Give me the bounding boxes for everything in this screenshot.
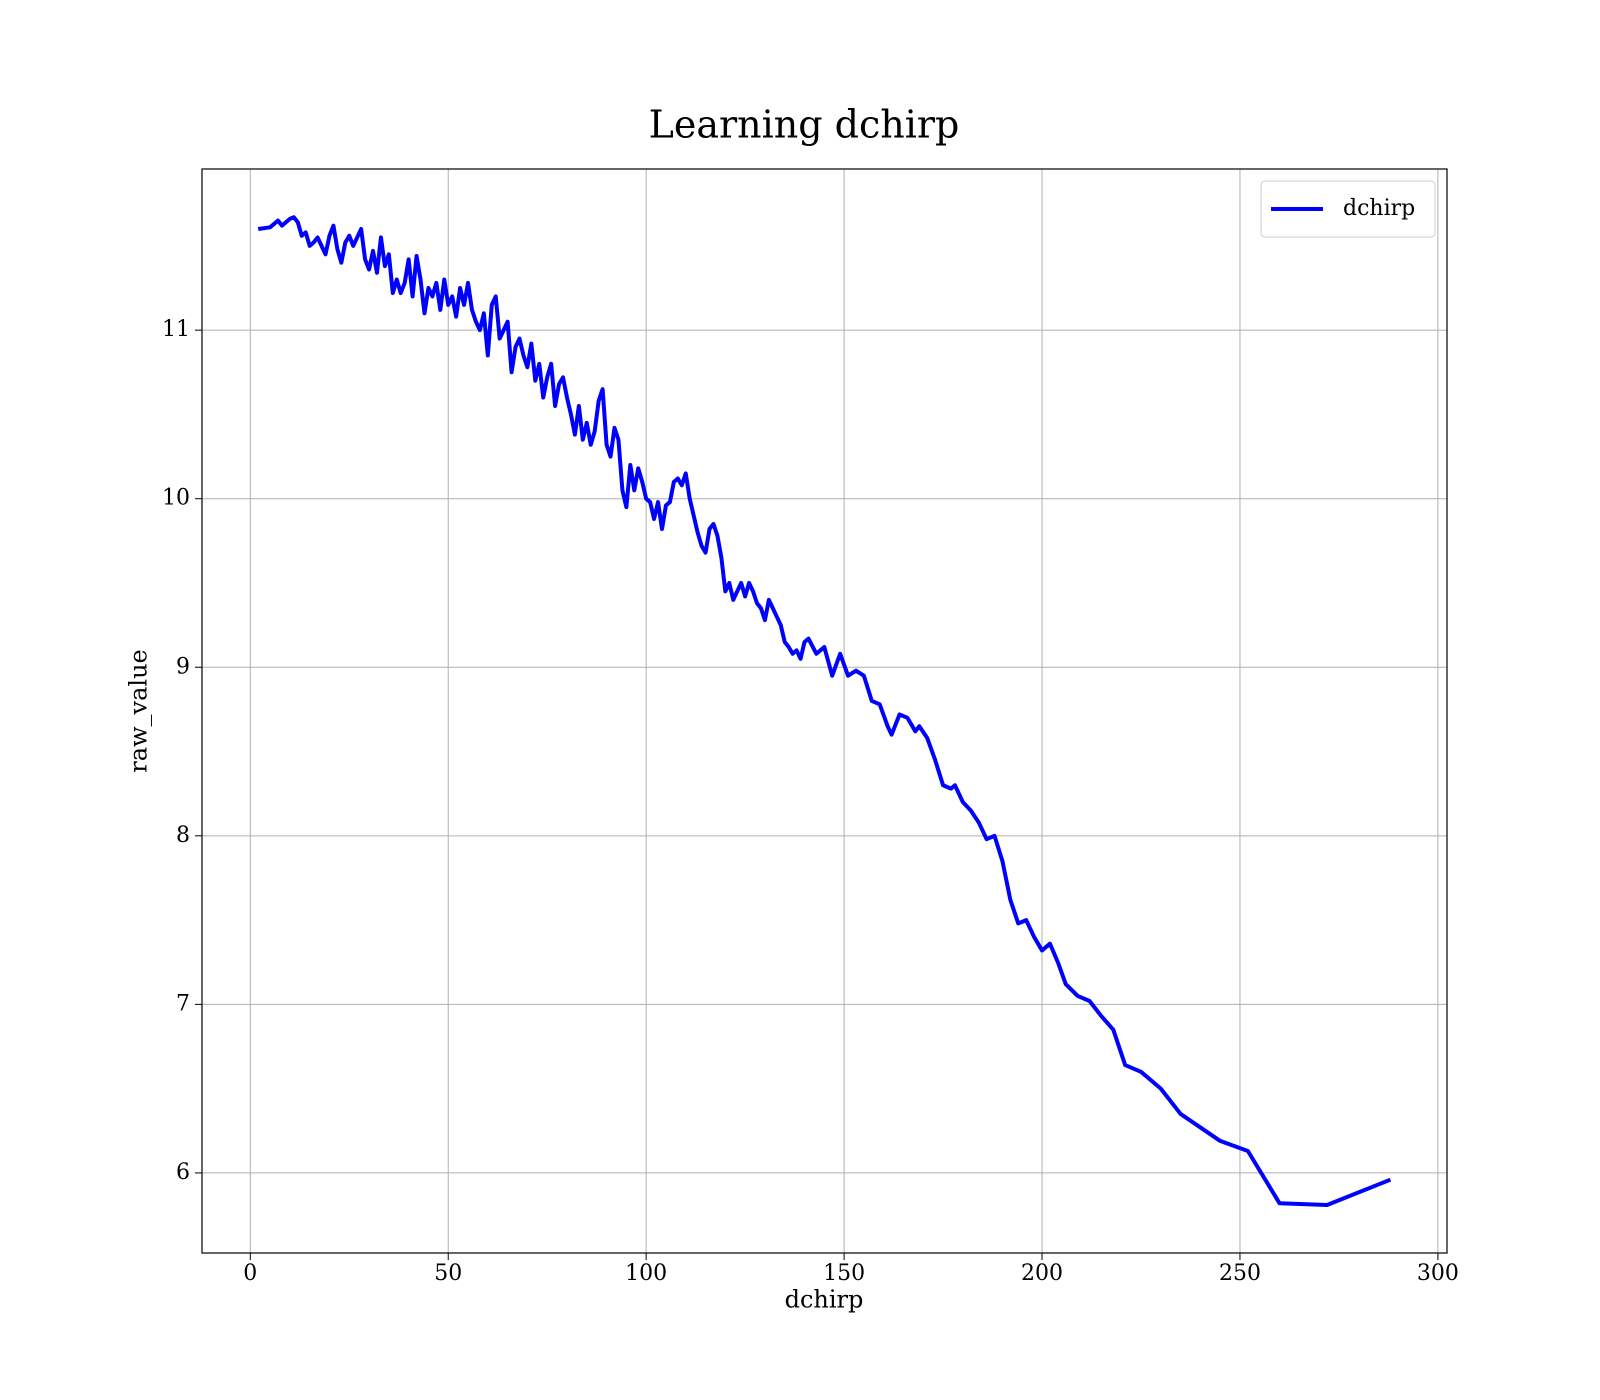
x-tick-label: 0	[243, 1261, 257, 1286]
x-tick-label: 50	[434, 1261, 462, 1286]
x-tick-label: 150	[823, 1261, 865, 1286]
x-tick-label: 100	[625, 1261, 667, 1286]
y-axis-label: raw_value	[125, 649, 153, 773]
x-tick-label: 300	[1417, 1261, 1459, 1286]
legend-box	[1260, 180, 1436, 238]
plot-frame	[201, 168, 1448, 1254]
y-tick-label: 11	[162, 317, 190, 342]
x-tick-label: 250	[1219, 1261, 1261, 1286]
chart-title: Learning dchirp	[649, 103, 960, 147]
x-tick-label: 200	[1021, 1261, 1063, 1286]
y-tick-label: 7	[176, 991, 190, 1016]
y-tick-label: 9	[176, 654, 190, 679]
y-tick-label: 6	[176, 1160, 190, 1185]
y-tick-label: 10	[162, 486, 190, 511]
data-line	[257, 215, 1392, 1207]
legend-label: dchirp	[1343, 196, 1415, 221]
y-tick-label: 8	[176, 823, 190, 848]
x-axis-label: dchirp	[785, 1286, 864, 1314]
